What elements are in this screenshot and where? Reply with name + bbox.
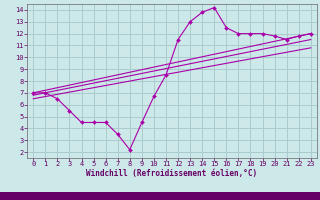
X-axis label: Windchill (Refroidissement éolien,°C): Windchill (Refroidissement éolien,°C) xyxy=(86,169,258,178)
